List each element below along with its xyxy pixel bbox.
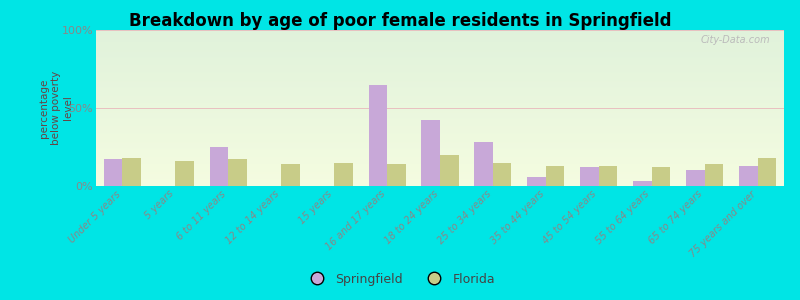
Bar [580,167,598,186]
Legend: Springfield, Florida: Springfield, Florida [299,268,501,291]
Bar [175,161,194,186]
Text: City-Data.com: City-Data.com [701,35,770,45]
Bar [334,163,353,186]
Y-axis label: percentage
below poverty
level: percentage below poverty level [39,71,73,145]
Text: Breakdown by age of poor female residents in Springfield: Breakdown by age of poor female resident… [129,12,671,30]
Bar [122,158,141,186]
Bar [686,170,705,186]
Bar [440,155,458,186]
Bar [493,163,511,186]
Bar [705,164,723,186]
Bar [633,181,652,186]
Bar [652,167,670,186]
Bar [282,164,300,186]
Bar [739,166,758,186]
Bar [527,177,546,186]
Bar [369,85,387,186]
Bar [228,160,247,186]
Bar [210,147,228,186]
Bar [422,121,440,186]
Bar [598,166,618,186]
Bar [546,166,564,186]
Bar [104,160,122,186]
Bar [387,164,406,186]
Bar [474,142,493,186]
Bar [758,158,776,186]
